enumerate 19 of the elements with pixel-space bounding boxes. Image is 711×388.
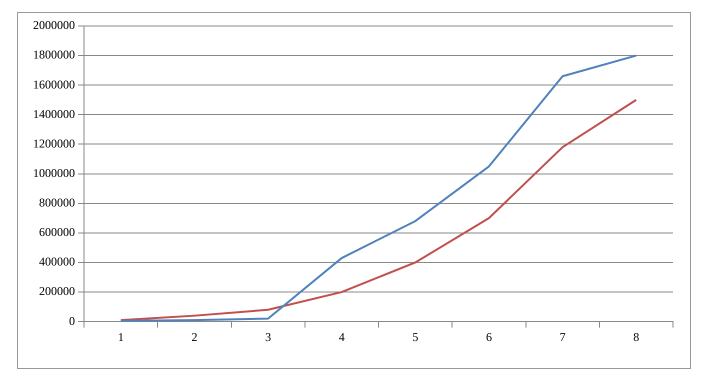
y-tick-label: 1400000: [33, 106, 75, 121]
x-tick-label: 7: [560, 330, 566, 344]
y-tick-label: 600000: [39, 225, 75, 240]
x-tick-label: 2: [191, 330, 198, 344]
y-tick-label: 200000: [39, 284, 75, 298]
x-tick-label: 1: [118, 330, 124, 344]
x-tick-label: 8: [633, 330, 640, 344]
y-tick-label: 1200000: [33, 136, 75, 150]
x-tick-label: 6: [486, 330, 492, 344]
x-tick-label: 3: [265, 330, 272, 344]
y-tick-label: 1600000: [33, 77, 75, 92]
y-tick-label: 0: [69, 314, 75, 328]
y-tick-label: 400000: [39, 254, 75, 269]
y-tick-label: 2000000: [33, 18, 75, 32]
x-tick-label: 5: [412, 330, 418, 344]
y-tick-label: 1000000: [33, 166, 75, 180]
x-tick-label: 4: [338, 330, 345, 344]
y-tick-label: 800000: [39, 196, 75, 210]
y-tick-label: 1800000: [33, 48, 75, 62]
